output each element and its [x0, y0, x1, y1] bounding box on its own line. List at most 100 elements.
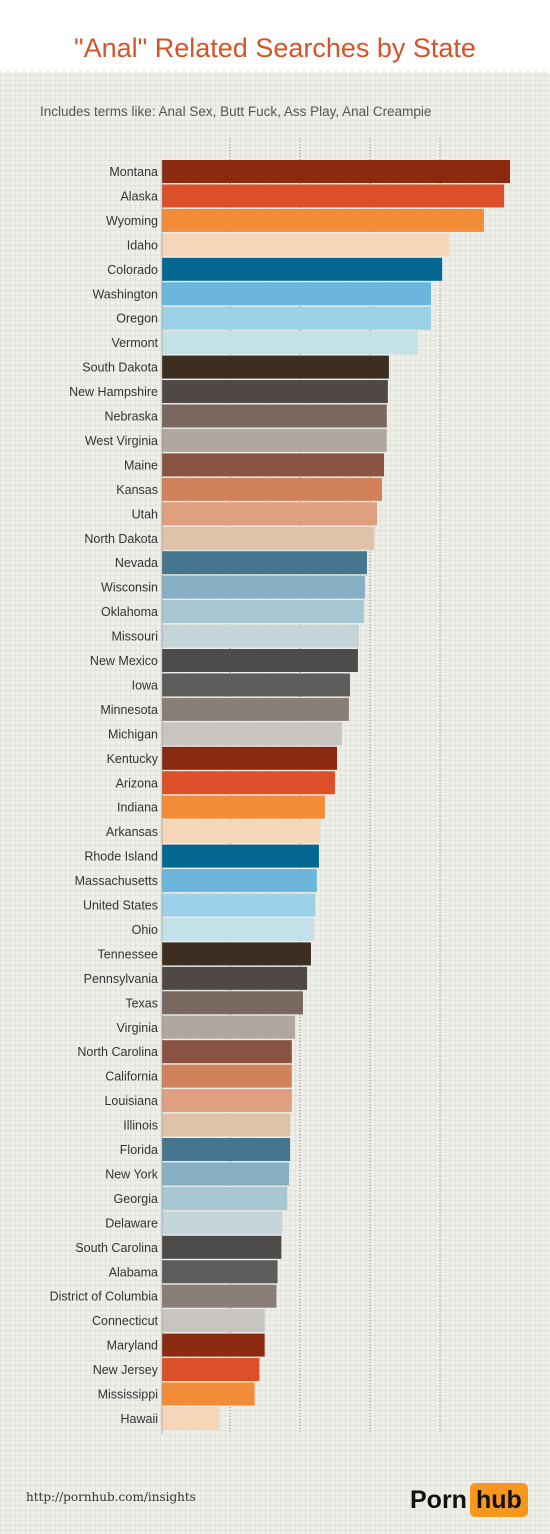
- header-band: [0, 0, 550, 68]
- scallop-arc: [448, 68, 456, 73]
- bar: [162, 306, 431, 330]
- scallop-arc: [256, 68, 264, 73]
- scallop-arc: [304, 68, 312, 73]
- category-label: Georgia: [114, 1192, 159, 1206]
- category-label: Mississippi: [98, 1388, 158, 1402]
- category-label: Pennsylvania: [84, 972, 158, 986]
- scallop-arc: [288, 68, 296, 73]
- scallop-arc: [160, 68, 168, 73]
- bar: [162, 795, 325, 819]
- category-label: Utah: [132, 507, 158, 521]
- scallop-arc: [168, 68, 176, 73]
- bar: [162, 697, 349, 721]
- category-label: Florida: [120, 1143, 158, 1157]
- category-label: Alaska: [120, 189, 158, 203]
- scallop-arc: [48, 68, 56, 73]
- scallop-arc: [112, 68, 120, 73]
- category-label: Hawaii: [120, 1412, 158, 1426]
- bar: [162, 355, 389, 379]
- bar: [162, 893, 316, 917]
- scallop-arc: [240, 68, 248, 73]
- bar: [162, 917, 315, 941]
- scalloped-divider: [0, 68, 550, 73]
- scallop-arc: [320, 68, 328, 73]
- scallop-arc: [472, 68, 480, 73]
- category-label: Iowa: [132, 678, 158, 692]
- scallop-arc: [336, 68, 344, 73]
- scallop-arc: [224, 68, 232, 73]
- category-label: Oklahoma: [101, 605, 158, 619]
- scallop-arc: [88, 68, 96, 73]
- logo-badge: hub: [469, 1483, 528, 1517]
- pornhub-logo[interactable]: Porn hub: [410, 1482, 528, 1518]
- category-label: Colorado: [107, 263, 158, 277]
- scallop-arc: [368, 68, 376, 73]
- bar: [162, 869, 317, 893]
- bar: [162, 722, 342, 746]
- category-label: Massachusetts: [75, 874, 158, 888]
- bar: [162, 428, 387, 452]
- scallop-arc: [544, 68, 550, 73]
- bar: [162, 526, 375, 550]
- category-label: New Jersey: [93, 1363, 159, 1377]
- category-label: Maryland: [107, 1339, 158, 1353]
- bar: [162, 1260, 278, 1284]
- bar: [162, 746, 338, 770]
- category-label: Kansas: [116, 483, 158, 497]
- bar: [162, 575, 365, 599]
- category-label: South Carolina: [75, 1241, 158, 1255]
- scallop-arc: [184, 68, 192, 73]
- scallop-arc: [496, 68, 504, 73]
- scallop-arc: [512, 68, 520, 73]
- bar: [162, 1406, 220, 1430]
- category-label: Virginia: [117, 1021, 159, 1035]
- bar: [162, 1358, 260, 1382]
- bar: [162, 282, 431, 306]
- scallop-arc: [192, 68, 200, 73]
- category-label: North Carolina: [77, 1045, 158, 1059]
- scallop-arc: [40, 68, 48, 73]
- category-label: Wisconsin: [101, 581, 158, 595]
- scallop-arc: [0, 68, 8, 73]
- bar: [162, 1333, 265, 1357]
- scallop-arc: [32, 68, 40, 73]
- category-label: Arkansas: [106, 825, 158, 839]
- bar: [162, 257, 443, 281]
- scallop-arc: [488, 68, 496, 73]
- bar: [162, 1089, 292, 1113]
- category-label: West Virginia: [85, 434, 158, 448]
- bar: [162, 1235, 282, 1259]
- scallop-arc: [280, 68, 288, 73]
- category-label: Louisiana: [104, 1094, 158, 1108]
- scallop-arc: [384, 68, 392, 73]
- category-label: Rhode Island: [84, 850, 158, 864]
- bar: [162, 551, 367, 575]
- scallop-arc: [56, 68, 64, 73]
- category-label: Connecticut: [92, 1314, 159, 1328]
- scallop-arc: [400, 68, 408, 73]
- category-label: New York: [105, 1167, 159, 1181]
- category-label: Washington: [92, 287, 158, 301]
- category-label: United States: [83, 899, 158, 913]
- bar: [162, 477, 382, 501]
- category-label: Texas: [125, 996, 158, 1010]
- category-label: Ohio: [132, 923, 158, 937]
- scallop-arc: [536, 68, 544, 73]
- bar: [162, 991, 303, 1015]
- bar: [162, 1162, 290, 1186]
- scallop-arc: [312, 68, 320, 73]
- source-url[interactable]: http://pornhub.com/insights: [26, 1490, 196, 1504]
- category-label: Oregon: [116, 312, 158, 326]
- scallop-arc: [200, 68, 208, 73]
- bar: [162, 1186, 288, 1210]
- bar: [162, 844, 319, 868]
- scallop-arc: [208, 68, 216, 73]
- scallop-arc: [232, 68, 240, 73]
- scallop-arc: [328, 68, 336, 73]
- scallop-arc: [176, 68, 184, 73]
- category-label: South Dakota: [82, 361, 158, 375]
- bar: [162, 331, 418, 355]
- category-label: Minnesota: [100, 703, 158, 717]
- scallop-arc: [408, 68, 416, 73]
- category-label: District of Columbia: [50, 1290, 158, 1304]
